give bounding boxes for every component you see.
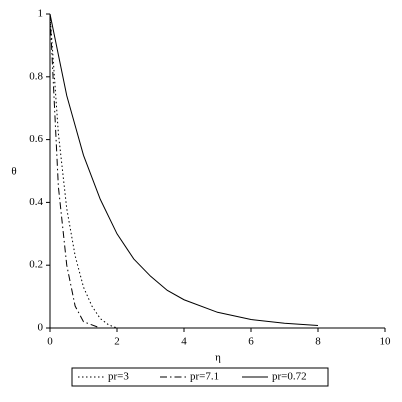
- x-tick-label: 6: [248, 336, 254, 348]
- y-tick-label: 1: [38, 8, 44, 20]
- x-axis-label: η: [215, 352, 221, 364]
- y-tick-label: 0.4: [29, 196, 43, 208]
- x-tick-label: 8: [315, 336, 321, 348]
- y-tick-label: 0.6: [29, 133, 43, 145]
- legend-label: pr=3: [108, 371, 129, 383]
- x-tick-label: 4: [181, 336, 187, 348]
- legend-label: pr=7.1: [190, 371, 219, 383]
- x-tick-label: 10: [380, 336, 392, 348]
- y-axis-label: θ: [11, 166, 16, 178]
- y-tick-label: 0.8: [29, 70, 43, 82]
- legend-label: pr=0.72: [272, 371, 307, 383]
- y-tick-label: 0.2: [29, 259, 43, 271]
- y-tick-label: 0: [38, 322, 44, 334]
- series-line: [49, 13, 164, 329]
- series-line: [49, 13, 319, 326]
- x-tick-label: 2: [114, 336, 120, 348]
- legend-box: [71, 367, 329, 387]
- x-tick-label: 0: [47, 336, 53, 348]
- series-line: [49, 13, 118, 329]
